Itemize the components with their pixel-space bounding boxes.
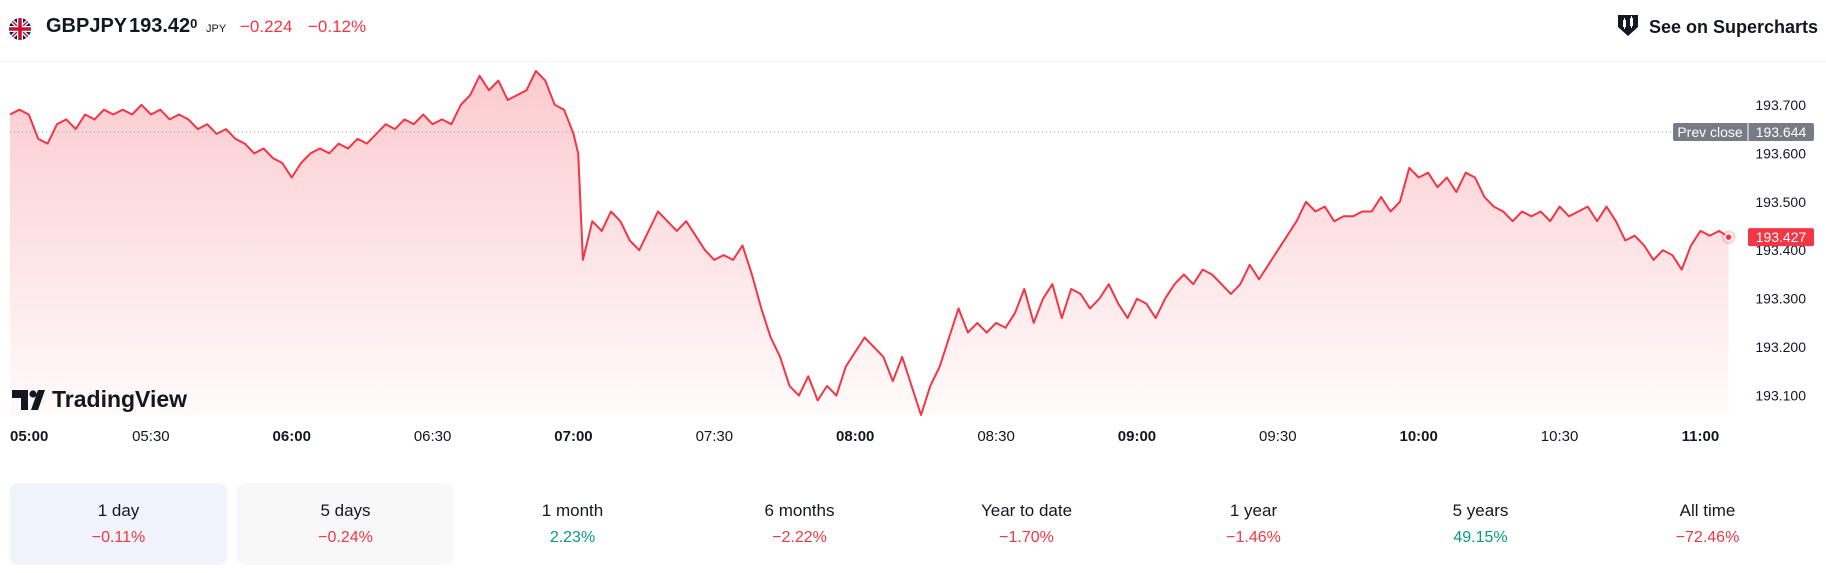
y-tick-label: 193.700: [1755, 97, 1806, 113]
period-change: −1.70%: [999, 529, 1054, 546]
period-label: 5 years: [1452, 501, 1509, 520]
price-area-fill: [10, 70, 1729, 417]
period-change: −0.24%: [318, 529, 373, 546]
last-price-main: 193.42: [129, 15, 191, 37]
period-button-5-years[interactable]: 5 years 49.15%: [1372, 483, 1589, 565]
period-button-1-month[interactable]: 1 month 2.23%: [464, 483, 681, 565]
x-tick-label: 11:00: [1682, 428, 1720, 445]
last-price: 193.420: [129, 15, 197, 38]
price-change-percent: −0.12%: [308, 17, 367, 36]
period-change: −1.46%: [1226, 529, 1281, 546]
x-tick-label: 10:00: [1400, 428, 1438, 445]
period-change: 2.23%: [549, 529, 596, 546]
x-tick-label: 05:30: [132, 428, 170, 445]
period-change: −2.22%: [772, 529, 827, 546]
price-line: [9, 69, 1730, 416]
x-tick-label: 08:30: [977, 428, 1015, 445]
last-point-marker: [1724, 232, 1733, 242]
supercharts-icon: [1615, 12, 1641, 43]
period-label: 1 year: [1229, 501, 1278, 520]
x-tick-label: 07:30: [696, 428, 734, 445]
x-tick-label: 06:30: [414, 428, 452, 445]
period-label: 5 days: [320, 501, 371, 520]
period-button-5-days[interactable]: 5 days −0.24%: [237, 483, 454, 565]
y-tick-label: 193.100: [1755, 388, 1806, 404]
prev-close-value: 193.644: [1756, 124, 1807, 140]
y-tick-label: 193.600: [1755, 145, 1806, 161]
prev-close-label: Prev close: [1677, 124, 1743, 140]
period-button-year-to-date[interactable]: Year to date −1.70%: [918, 483, 1135, 565]
x-tick-label: 09:30: [1259, 428, 1297, 445]
period-label: Year to date: [980, 501, 1073, 520]
symbol-name[interactable]: GBPJPY: [46, 15, 128, 37]
period-button-all-time[interactable]: All time −72.46%: [1599, 483, 1816, 565]
prev-close-badge: [1673, 122, 1814, 141]
x-tick-label: 09:00: [1118, 428, 1156, 445]
y-tick-label: 193.300: [1755, 291, 1806, 307]
symbol-header: GBPJPY 193.420 JPY −0.224 −0.12% See on …: [0, 0, 1826, 62]
tradingview-wordmark: TradingView: [52, 386, 187, 412]
period-label: 1 month: [541, 501, 604, 520]
last-price-fraction: 0: [190, 16, 198, 31]
x-tick-label: 05:00: [10, 428, 48, 445]
last-price-badge-value: 193.427: [1756, 229, 1807, 245]
period-label: All time: [1679, 501, 1736, 520]
x-tick-label: 07:00: [554, 428, 592, 445]
y-tick-label: 193.200: [1755, 339, 1806, 355]
period-label: 1 day: [97, 501, 140, 520]
period-button-6-months[interactable]: 6 months −2.22%: [691, 483, 908, 565]
price-change: −0.224: [240, 17, 293, 36]
uk-flag-icon: [9, 18, 31, 40]
period-button-1-year[interactable]: 1 year −1.46%: [1145, 483, 1362, 565]
currency-code: JPY: [206, 23, 227, 35]
x-tick-label: 06:00: [273, 428, 311, 445]
tradingview-logo-icon: [12, 390, 45, 410]
x-tick-label: 10:30: [1541, 428, 1579, 445]
see-on-supercharts-link[interactable]: See on Supercharts: [1615, 14, 1818, 40]
period-label: 6 months: [764, 501, 835, 520]
period-change: 49.15%: [1453, 529, 1508, 546]
period-change: −0.11%: [91, 529, 146, 546]
period-button-1-day[interactable]: 1 day −0.11%: [10, 483, 227, 565]
y-tick-label: 193.400: [1755, 242, 1806, 258]
price-chart[interactable]: Prev close 193.644 193.700 193.600 193.500 1…: [0, 62, 1826, 462]
supercharts-label: See on Supercharts: [1648, 16, 1818, 37]
y-tick-label: 193.500: [1755, 194, 1806, 210]
last-price-badge: [1748, 228, 1814, 247]
x-tick-label: 08:00: [836, 428, 874, 445]
tradingview-watermark: TradingView: [12, 386, 187, 412]
period-selector: 1 day −0.11% 5 days −0.24% 1 month 2.23% 6 mon…: [10, 483, 1816, 565]
period-change: −72.46%: [1675, 529, 1740, 546]
